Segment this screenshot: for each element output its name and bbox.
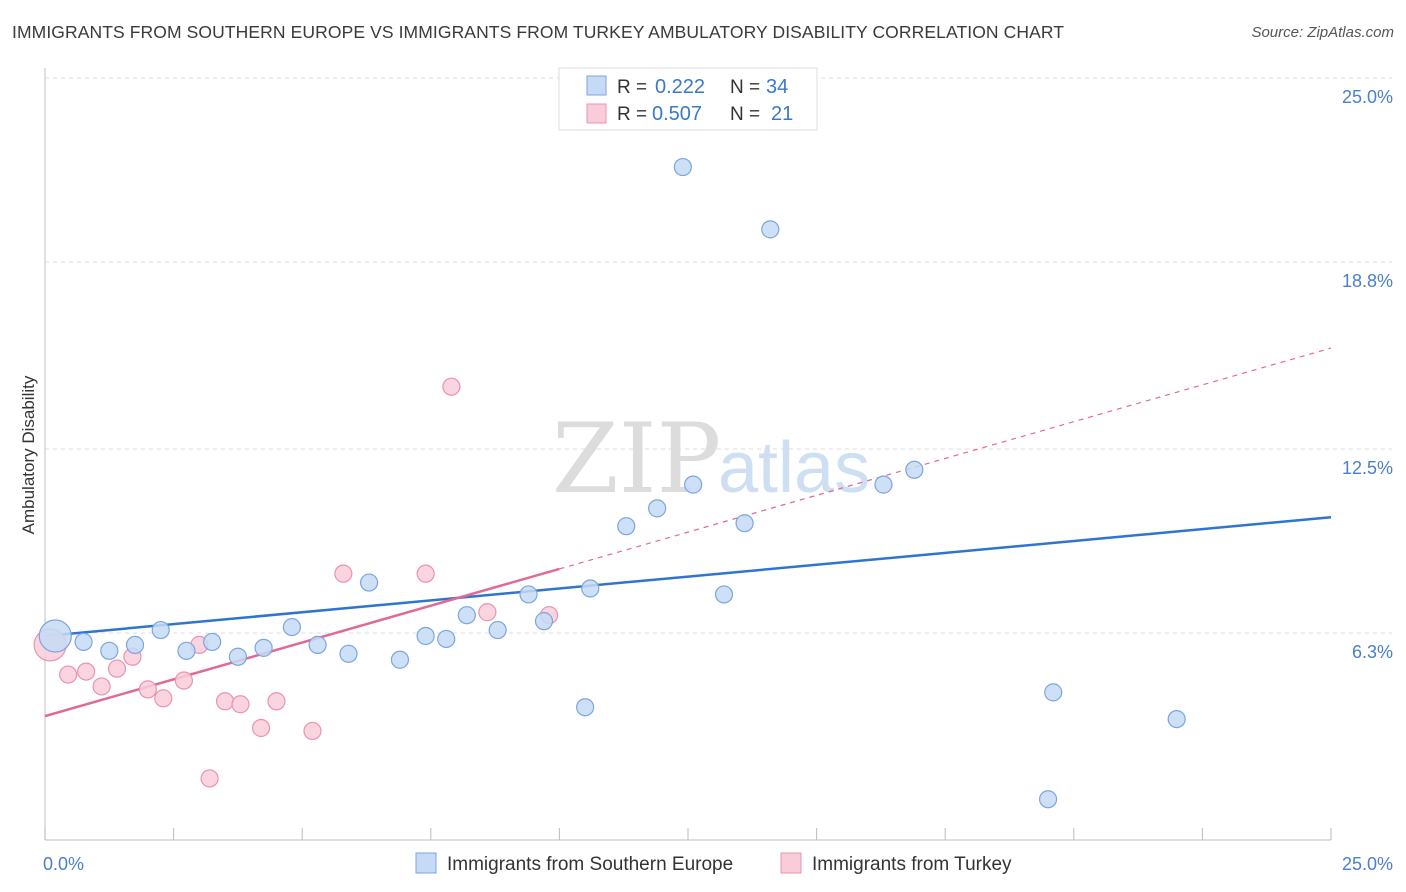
data-point-blue	[617, 517, 636, 536]
legend-n-label-pink: N =	[730, 104, 760, 125]
data-point-blue	[308, 635, 327, 654]
data-point-blue	[534, 612, 554, 631]
series-legend-label-blue: Immigrants from Southern Europe	[447, 854, 733, 875]
chart-source: Source: ZipAtlas.com	[1251, 24, 1394, 41]
trend-lines	[44, 347, 1332, 718]
legend-swatch-blue	[586, 75, 607, 96]
data-point-pink	[231, 695, 250, 714]
series-legend-swatch-pink	[780, 852, 802, 874]
data-point-blue	[38, 619, 72, 653]
data-point-blue	[714, 585, 734, 604]
y-tick-label: 18.8%	[1342, 271, 1393, 291]
legend-r-value-blue: 0.222	[655, 76, 705, 98]
data-point-blue	[390, 650, 410, 669]
data-point-pink	[107, 659, 127, 678]
data-point-pink	[251, 718, 271, 738]
trend-line-pink-extrapolated	[559, 347, 1332, 570]
data-point-blue	[1044, 683, 1063, 702]
y-tick-label: 25.0%	[1342, 87, 1393, 107]
y-axis-title: Ambulatory Disability	[19, 375, 38, 534]
data-point-blue	[228, 647, 247, 666]
legend-n-value-blue: 34	[766, 76, 788, 98]
series-legend: Immigrants from Southern Europe Immigran…	[415, 852, 1012, 875]
watermark: ZIP atlas	[552, 403, 870, 515]
data-point-pink	[267, 692, 286, 711]
data-point-pink	[200, 769, 219, 788]
legend-r-label-blue: R =	[617, 77, 647, 98]
data-point-pink	[174, 671, 193, 690]
watermark-atlas: atlas	[718, 428, 870, 508]
y-axis-tick-labels: 6.3% 12.5% 18.8% 25.0%	[1342, 87, 1393, 662]
data-point-pink	[303, 721, 322, 741]
data-point-blue	[359, 573, 379, 592]
data-point-pink	[478, 603, 497, 622]
legend-r-label-pink: R =	[617, 104, 647, 125]
y-tick-label: 6.3%	[1352, 642, 1393, 662]
data-point-blue	[1167, 709, 1186, 729]
data-point-pink	[442, 377, 461, 396]
series-legend-label-pink: Immigrants from Turkey	[812, 854, 1012, 875]
data-point-blue	[254, 638, 273, 657]
data-point-blue	[684, 475, 703, 494]
data-point-blue	[100, 641, 119, 660]
trend-line-blue	[44, 516, 1332, 638]
data-point-blue	[488, 620, 507, 640]
data-point-blue	[874, 475, 893, 494]
data-point-blue	[457, 606, 476, 625]
legend-n-value-pink: 21	[771, 103, 793, 125]
data-point-blue	[1038, 790, 1058, 809]
data-point-blue	[673, 157, 692, 177]
data-points	[33, 157, 1186, 809]
data-point-blue	[905, 460, 924, 479]
data-point-blue	[339, 644, 358, 663]
data-point-blue	[735, 514, 754, 533]
legend-n-label-blue: N =	[730, 77, 760, 98]
data-point-pink	[215, 692, 235, 711]
data-point-pink	[77, 662, 96, 681]
data-point-blue	[74, 632, 93, 652]
data-point-blue	[203, 632, 222, 652]
data-point-pink	[334, 564, 353, 583]
series-legend-swatch-blue	[415, 852, 437, 874]
data-point-blue	[576, 698, 595, 717]
x-tick-label: 0.0%	[43, 854, 84, 874]
data-point-blue	[177, 641, 196, 660]
data-point-pink	[138, 680, 157, 699]
data-point-blue	[581, 579, 600, 598]
x-axis-tick-labels: 0.0% 25.0%	[43, 854, 1393, 874]
x-tick-label: 25.0%	[1342, 854, 1393, 874]
y-tick-label: 12.5%	[1342, 458, 1393, 478]
watermark-zip: ZIP	[552, 403, 721, 515]
chart-title: IMMIGRANTS FROM SOUTHERN EUROPE VS IMMIG…	[12, 22, 1065, 42]
legend-swatch-pink	[586, 103, 607, 124]
data-point-pink	[154, 689, 173, 708]
data-point-pink	[416, 564, 435, 583]
data-point-blue	[151, 620, 170, 640]
stats-legend: R = 0.222 N = 34 R = 0.507 N = 21	[558, 67, 818, 131]
data-point-pink	[92, 677, 111, 696]
data-point-pink	[59, 665, 78, 684]
x-axis-ticks	[44, 828, 1332, 840]
data-point-blue	[437, 629, 456, 649]
data-point-blue	[519, 585, 538, 604]
data-point-blue	[416, 626, 435, 646]
data-point-blue	[648, 499, 667, 518]
data-point-blue	[761, 220, 780, 239]
trend-line-pink	[44, 567, 560, 718]
data-point-blue	[282, 617, 302, 637]
gridlines	[45, 77, 1392, 634]
data-point-blue	[125, 635, 145, 654]
legend-r-value-pink: 0.507	[652, 103, 702, 125]
